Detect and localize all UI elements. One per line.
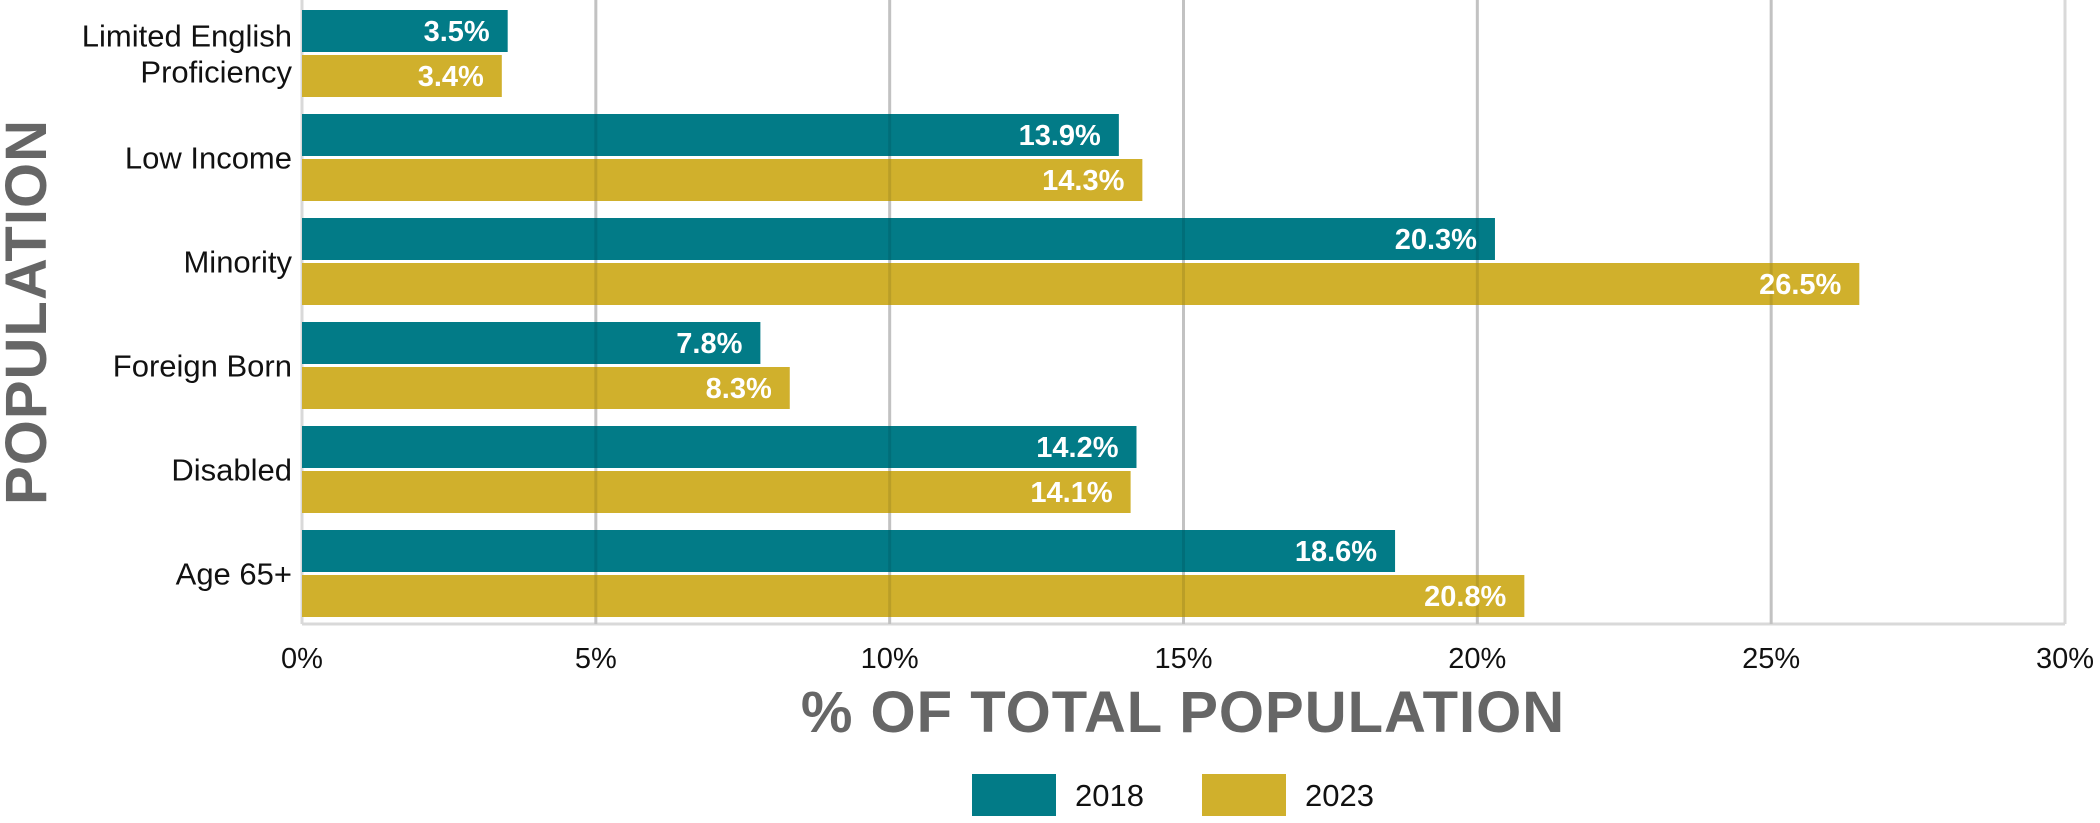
category-label: Disabled: [171, 453, 292, 488]
x-axis-title: % OF TOTAL POPULATION: [801, 680, 1565, 745]
bar-2023: [302, 159, 1143, 201]
bar-2018: [302, 530, 1396, 572]
legend-label: 2018: [1075, 778, 1144, 813]
legend: 2018 2023: [972, 774, 1374, 816]
bar-value-label: 26.5%: [1759, 269, 1841, 301]
bar-value-label: 20.8%: [1424, 581, 1506, 613]
x-tick-labels: 0% 5% 10% 15% 20% 25% 30%: [281, 643, 2094, 675]
bar-value-label: 18.6%: [1295, 536, 1377, 568]
bars: [302, 10, 1860, 617]
bar-labels: 3.5% 3.4% 13.9% 14.3% 20.3% 26.5% 7.8% 8.3% 14.2…: [418, 16, 1842, 613]
bar-2023: [302, 367, 790, 409]
bar-value-label: 3.5%: [424, 16, 490, 48]
bar-value-label: 14.3%: [1042, 165, 1124, 197]
bar-2023: [302, 55, 502, 97]
bar-2018: [302, 426, 1137, 468]
y-axis-title: POPULATION: [0, 119, 59, 505]
category-label: Limited English: [82, 19, 292, 54]
legend-label: 2023: [1305, 778, 1374, 813]
bar-value-label: 13.9%: [1019, 120, 1101, 152]
x-tick-label: 0%: [281, 643, 323, 675]
bar-value-label: 14.1%: [1030, 477, 1112, 509]
x-tick-label: 25%: [1742, 643, 1800, 675]
category-label: Age 65+: [176, 557, 292, 592]
category-label: Low Income: [125, 141, 292, 176]
bar-value-label: 20.3%: [1395, 224, 1477, 256]
x-tick-label: 20%: [1448, 643, 1506, 675]
bar-2018: [302, 218, 1495, 260]
bar-2018: [302, 114, 1119, 156]
category-label: Foreign Born: [113, 349, 292, 384]
x-tick-label: 5%: [575, 643, 617, 675]
legend-swatch-2018: [972, 774, 1056, 816]
category-label: Minority: [183, 245, 292, 280]
bar-2018: [302, 10, 508, 52]
x-tick-label: 10%: [861, 643, 919, 675]
x-tick-label: 30%: [2036, 643, 2094, 675]
bar-value-label: 8.3%: [706, 373, 772, 405]
bar-2018: [302, 322, 761, 364]
bar-value-label: 14.2%: [1036, 432, 1118, 464]
bar-2023: [302, 471, 1131, 513]
x-tick-label: 15%: [1154, 643, 1212, 675]
category-label: Proficiency: [140, 55, 292, 90]
bar-2023: [302, 575, 1525, 617]
bar-value-label: 3.4%: [418, 61, 484, 93]
bar-2023: [302, 263, 1860, 305]
legend-swatch-2023: [1202, 774, 1286, 816]
gridlines: [300, 0, 2067, 626]
gridlines-overlay: [594, 0, 1773, 624]
bar-value-label: 7.8%: [676, 328, 742, 360]
